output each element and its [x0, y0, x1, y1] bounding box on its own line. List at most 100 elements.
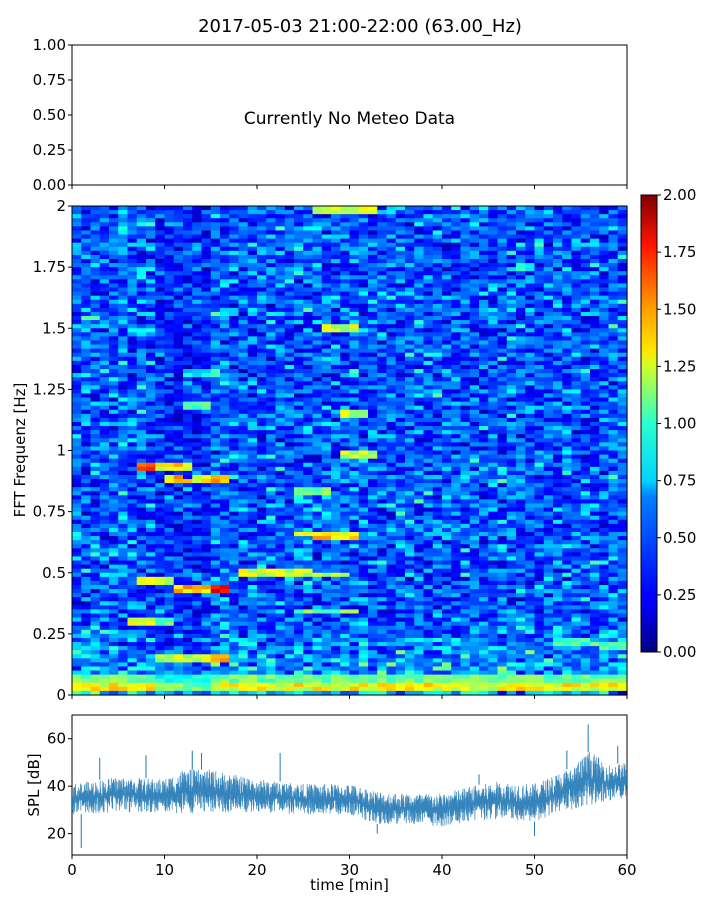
heatmap-cell — [340, 470, 351, 476]
heatmap-cell — [432, 430, 443, 435]
heatmap-cell — [266, 397, 277, 403]
heatmap-cell — [275, 417, 286, 423]
heatmap-cell — [81, 287, 92, 293]
heatmap-cell — [266, 303, 277, 309]
heatmap-cell — [109, 348, 119, 354]
heatmap-cell — [284, 303, 295, 309]
heatmap-cell — [266, 487, 277, 492]
heatmap-cell — [136, 609, 147, 615]
heatmap-cell — [81, 568, 92, 574]
heatmap-cell — [414, 646, 425, 651]
heatmap-cell — [331, 462, 341, 468]
heatmap-cell — [173, 250, 184, 256]
heatmap-cell — [183, 507, 193, 513]
heatmap-cell — [266, 674, 277, 680]
heatmap-cell — [192, 393, 203, 399]
heatmap-cell — [321, 328, 332, 333]
heatmap-cell — [247, 458, 258, 464]
heatmap-cell — [90, 348, 101, 354]
heatmap-cell — [164, 336, 175, 342]
heatmap-cell — [136, 670, 147, 676]
heatmap-cell — [238, 674, 249, 680]
heatmap-cell — [340, 356, 351, 362]
heatmap-cell — [192, 597, 203, 602]
heatmap-cell — [210, 454, 221, 460]
heatmap-cell — [90, 678, 101, 684]
heatmap-cell — [275, 352, 286, 358]
heatmap-cell — [331, 474, 341, 480]
heatmap-cell — [432, 381, 443, 386]
heatmap-cell — [257, 666, 267, 672]
heatmap-cell — [266, 503, 277, 509]
heatmap-cell — [127, 417, 138, 423]
heatmap-cell — [81, 646, 92, 651]
heatmap-cell — [321, 515, 332, 521]
heatmap-cell — [312, 413, 323, 419]
heatmap-cell — [90, 377, 101, 382]
heatmap-cell — [349, 678, 360, 684]
heatmap-cell — [284, 287, 295, 293]
heatmap-cell — [284, 470, 295, 476]
heatmap-cell — [294, 507, 304, 513]
heatmap-cell — [127, 584, 138, 590]
heatmap-cell — [247, 369, 258, 374]
heatmap-cell — [201, 279, 212, 285]
heatmap-cell — [349, 576, 360, 582]
heatmap-cell — [118, 568, 129, 574]
heatmap-cell — [423, 597, 434, 602]
heatmap-cell — [368, 532, 378, 537]
heatmap-cell — [247, 263, 258, 268]
heatmap-cell — [136, 438, 147, 443]
heatmap-cell — [451, 250, 462, 256]
heatmap-cell — [238, 637, 249, 643]
heatmap-cell — [238, 206, 249, 211]
heatmap-cell — [173, 258, 184, 264]
heatmap-cell — [155, 572, 166, 578]
heatmap-cell — [303, 299, 314, 305]
heatmap-cell — [173, 678, 184, 684]
heatmap-cell — [284, 352, 295, 358]
heatmap-cell — [99, 637, 110, 643]
heatmap-cell — [229, 536, 240, 541]
heatmap-cell — [395, 633, 406, 639]
heatmap-cell — [284, 450, 295, 456]
heatmap-cell — [294, 369, 304, 374]
heatmap-cell — [312, 238, 323, 244]
heatmap-cell — [201, 479, 212, 484]
heatmap-cell — [395, 487, 406, 492]
heatmap-cell — [118, 364, 129, 370]
heatmap-cell — [321, 446, 332, 452]
heatmap-cell — [146, 503, 156, 509]
heatmap-cell — [238, 544, 249, 549]
heatmap-cell — [72, 210, 82, 215]
heatmap-cell — [192, 491, 203, 496]
heatmap-cell — [377, 377, 388, 382]
heatmap-cell — [164, 417, 175, 423]
heatmap-cell — [442, 332, 452, 337]
heatmap-cell — [210, 381, 221, 386]
heatmap-cell — [303, 226, 314, 232]
heatmap-cell — [257, 515, 267, 521]
heatmap-cell — [442, 409, 452, 415]
heatmap-cell — [229, 491, 240, 496]
heatmap-cell — [183, 267, 193, 272]
heatmap-cell — [312, 210, 323, 215]
heatmap-cell — [303, 678, 314, 684]
heatmap-cell — [340, 617, 351, 623]
heatmap-cell — [238, 328, 249, 333]
heatmap-cell — [377, 275, 388, 280]
heatmap-cell — [210, 515, 221, 521]
heatmap-cell — [229, 686, 240, 692]
heatmap-cell — [118, 385, 129, 390]
heatmap-cell — [109, 654, 119, 659]
meteo-y-tick-label: 0.25 — [33, 141, 66, 159]
heatmap-cell — [405, 487, 415, 492]
heatmap-cell — [340, 324, 351, 329]
heatmap-cell — [99, 682, 110, 688]
heatmap-cell — [99, 450, 110, 456]
heatmap-cell — [312, 405, 323, 411]
heatmap-cell — [266, 324, 277, 329]
heatmap-cell — [340, 625, 351, 631]
heatmap-cell — [118, 633, 129, 639]
heatmap-cell — [257, 275, 267, 280]
